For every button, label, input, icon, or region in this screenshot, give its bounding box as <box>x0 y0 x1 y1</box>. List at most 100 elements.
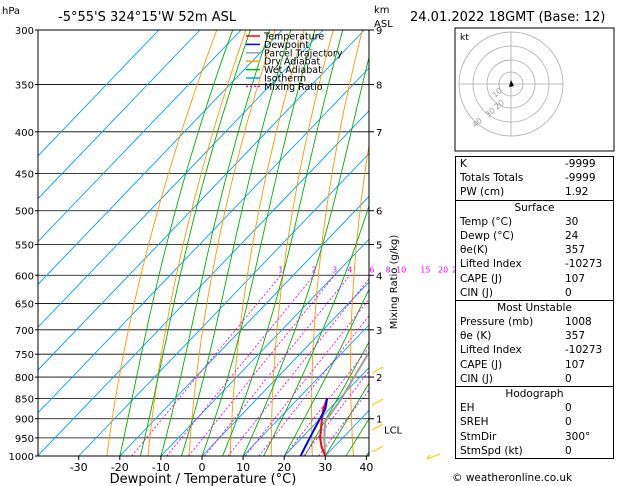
km-tick-label: LCL <box>384 426 403 437</box>
isotherm-line <box>119 195 369 456</box>
surface-row: Temp (°C) 30 <box>456 215 613 229</box>
most-unstable-row-value: 0 <box>565 372 572 385</box>
km-tick-label: 9 <box>376 26 382 37</box>
dewpoint-line <box>299 398 329 456</box>
surface-row-value: 24 <box>565 229 579 242</box>
surface-row-value: 0 <box>565 286 572 299</box>
pressure-tick-label: 300 <box>15 26 34 37</box>
pressure-tick-label: 1000 <box>9 452 34 463</box>
isotherm-line <box>38 30 365 371</box>
hodograph-row: SREH 0 <box>456 415 613 429</box>
indices-table: K -9999 Totals Totals -9999 PW (cm) 1.92… <box>455 156 614 459</box>
hodograph-row: EH 0 <box>456 401 613 415</box>
mixing-ratio-line <box>227 278 369 456</box>
pressure-tick-label: 700 <box>15 326 34 337</box>
mixing-ratio-line <box>204 275 351 456</box>
most-unstable-row: Pressure (mb) 1008 <box>456 315 613 329</box>
hodograph-row-value: 300° <box>565 430 591 443</box>
hodograph-row-label: StmDir <box>460 430 497 443</box>
most-unstable-row: θe (K) 357 <box>456 329 613 343</box>
wet-adiabat-line <box>160 30 271 456</box>
copyright: © weatheronline.co.uk <box>452 472 573 484</box>
dry-adiabat-line <box>425 30 450 456</box>
temperature-tick-label: 0 <box>199 461 206 474</box>
pw-label: PW (cm) <box>460 186 505 199</box>
mixing-ratio-line <box>258 315 369 456</box>
surface-row-value: 357 <box>565 244 586 257</box>
wind-barb <box>426 454 431 460</box>
k-value: -9999 <box>565 158 596 170</box>
surface-row: θe(K) 357 <box>456 243 613 257</box>
dry-adiabat-line <box>106 30 218 456</box>
most-unstable-row-value: 107 <box>565 358 586 371</box>
isotherm-line <box>201 281 369 456</box>
isotherm-line <box>38 30 283 285</box>
hodograph-row-value: 0 <box>565 402 572 415</box>
mixing-ratio-label: 6 <box>369 265 374 274</box>
wet-adiabat-line <box>324 382 369 456</box>
surface-section: Surface Temp (°C) 30 Dewp (°C) 24 θe(K) 357 Li… <box>456 199 613 300</box>
hodograph-title: Hodograph <box>505 388 564 400</box>
km-tick-label: 6 <box>376 207 382 218</box>
legend-label: Temperature <box>263 32 324 43</box>
pressure-tick-label: 800 <box>15 373 34 384</box>
pressure-tick-label: 900 <box>15 415 34 426</box>
dry-adiabat-line <box>270 30 334 456</box>
km-tick-label: 5 <box>376 240 382 251</box>
surface-row-value: 30 <box>565 215 579 228</box>
pressure-tick-label: 750 <box>15 350 34 361</box>
most-unstable-row-label: CAPE (J) <box>460 358 503 371</box>
wind-barb <box>371 398 384 406</box>
surface-row-label: Temp (°C) <box>460 215 513 228</box>
surface-row: Lifted Index -10273 <box>456 257 613 271</box>
mixing-ratio-label: 3 <box>332 265 337 274</box>
mixing-ratio-line <box>188 275 335 456</box>
temperature-tick-label: -10 <box>152 461 170 474</box>
wind-barbs <box>371 366 441 460</box>
legend-label: Dry Adiabat <box>264 57 321 68</box>
wet-adiabat-line <box>139 30 251 456</box>
temperature-tick-label: -20 <box>111 461 129 474</box>
isotherm-line <box>38 30 201 200</box>
dry-adiabat-line <box>147 30 247 456</box>
km-tick-label: 7 <box>376 128 382 139</box>
most-unstable-row-value: 1008 <box>565 316 592 329</box>
wet-adiabat-line <box>180 30 292 456</box>
temperature-tick-label: 10 <box>236 461 250 474</box>
asl-label: ASL <box>374 19 393 30</box>
isotherm-line <box>38 110 369 456</box>
km-label: km <box>374 5 390 16</box>
surface-row-label: CIN (J) <box>460 286 493 299</box>
most-unstable-row-label: Lifted Index <box>460 344 522 357</box>
legend-label: Dewpoint <box>264 40 309 51</box>
legend-label: Wet Adiabat <box>264 65 322 76</box>
mixing-ratio-line <box>131 275 282 456</box>
isotherm-line <box>38 30 324 328</box>
tt-label: Totals Totals <box>460 172 524 185</box>
pw-value: 1.92 <box>565 186 589 199</box>
surface-row-value: -10273 <box>565 258 603 271</box>
isotherm-line <box>78 152 369 456</box>
hodograph-unit-label: kt <box>460 33 469 43</box>
temperature-tick-label: 40 <box>359 461 373 474</box>
km-tick-label: 4 <box>376 271 382 282</box>
temperature-tick-label: 20 <box>277 461 291 474</box>
surface-row: Dewp (°C) 24 <box>456 229 613 243</box>
dry-adiabat-line <box>624 30 629 456</box>
mixing-ratio-axis-title: Mixing Ratio (g/kg) <box>389 235 400 330</box>
isotherm-line <box>160 238 369 456</box>
k-label: K <box>460 158 467 170</box>
temperature-tick-label: 30 <box>318 461 332 474</box>
most-unstable-row: CIN (J) 0 <box>456 372 613 386</box>
wind-barb <box>371 366 384 374</box>
temperature-tick-label: -30 <box>70 461 88 474</box>
hodograph-row-label: SREH <box>460 416 489 429</box>
plot-frame <box>37 29 370 457</box>
location-title: -5°55'S 324°15'W 52m ASL <box>58 10 237 25</box>
hodograph-row-value: 0 <box>565 416 572 429</box>
wet-adiabat-line <box>263 204 369 456</box>
hodograph-row: StmSpd (kt) 0 <box>456 444 613 458</box>
pressure-tick-label: 450 <box>15 169 34 180</box>
surface-title: Surface <box>514 201 555 214</box>
